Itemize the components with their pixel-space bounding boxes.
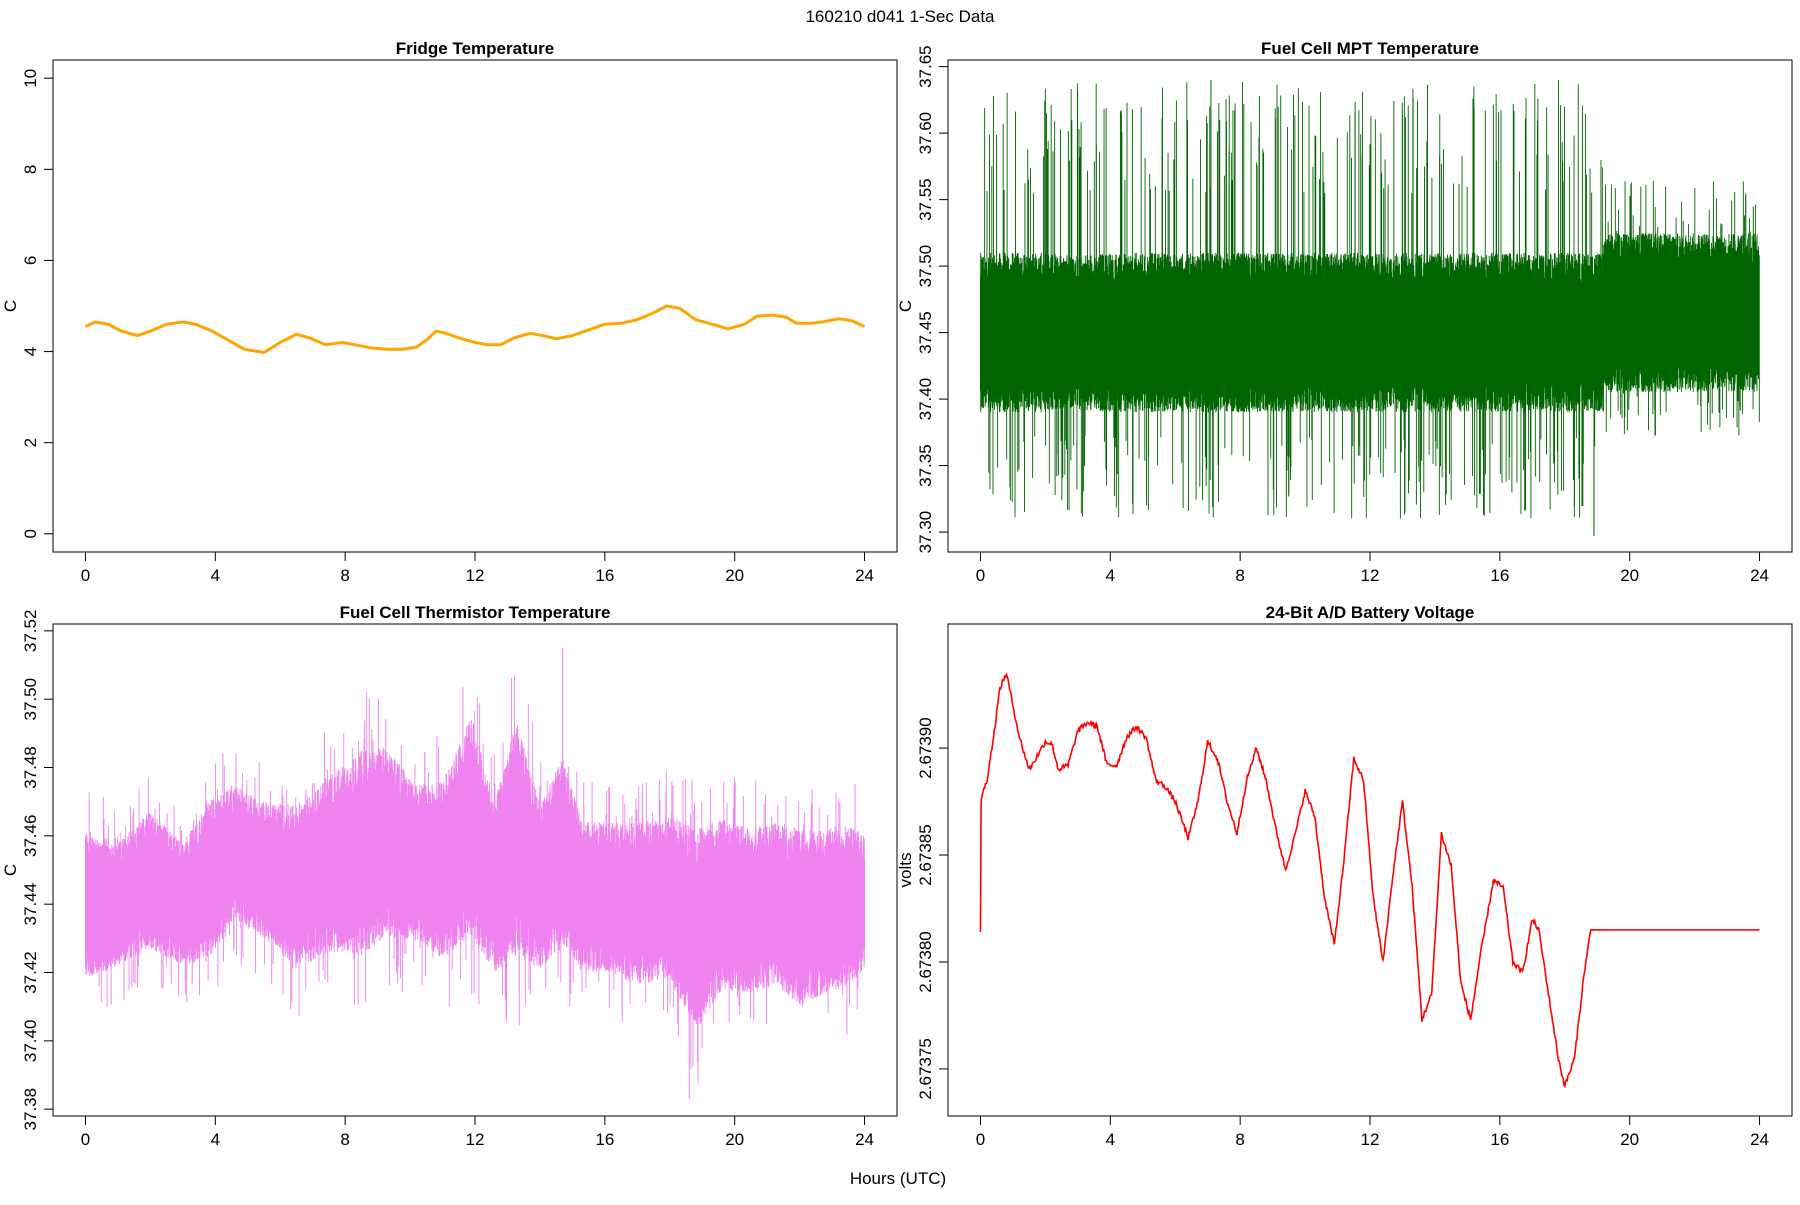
thermistor-ytick-label: 37.42 — [21, 951, 40, 994]
thermistor-title: Fuel Cell Thermistor Temperature — [340, 603, 611, 622]
thermistor-xtick-label: 8 — [340, 1130, 349, 1149]
battery-voltage-chart: 24-Bit A/D Battery Voltage 0 4 8 12 16 20 24 2.6… — [896, 603, 1793, 1149]
thermistor-xtick-label: 16 — [595, 1130, 614, 1149]
thermistor-xtick-label: 20 — [725, 1130, 744, 1149]
fridge-xtick-label: 8 — [340, 566, 349, 585]
battery-xtick-label: 4 — [1106, 1130, 1115, 1149]
fridge-xtick-label: 24 — [855, 566, 874, 585]
thermistor-series — [85, 647, 865, 1099]
mpt-ytick-label: 37.35 — [916, 444, 935, 487]
fuel-cell-thermistor-temperature-chart: Fuel Cell Thermistor Temperature 0 4 8 12 16 2… — [1, 603, 898, 1149]
fridge-ytick-label: 6 — [21, 256, 40, 265]
fridge-xtick-label: 0 — [81, 566, 90, 585]
battery-xtick-label: 24 — [1750, 1130, 1769, 1149]
mpt-ytick-label: 37.60 — [916, 112, 935, 155]
battery-ytick-label: 2.67380 — [916, 931, 935, 992]
mpt-xtick-label: 20 — [1620, 566, 1639, 585]
mpt-ylabel: C — [896, 300, 915, 312]
mpt-ytick-label: 37.50 — [916, 245, 935, 288]
thermistor-xtick-label: 4 — [211, 1130, 220, 1149]
battery-voltage-line — [979, 671, 1760, 1089]
battery-title: 24-Bit A/D Battery Voltage — [1266, 603, 1475, 622]
mpt-ytick-label: 37.65 — [916, 45, 935, 88]
mpt-band-segment-2 — [1603, 180, 1760, 437]
mpt-xtick-label: 16 — [1490, 566, 1509, 585]
battery-ytick-label: 2.67375 — [916, 1038, 935, 1099]
thermistor-ylabel: C — [1, 864, 20, 876]
battery-xtick-label: 0 — [976, 1130, 985, 1149]
fridge-ytick-label: 8 — [21, 165, 40, 174]
thermistor-ytick-label: 37.46 — [21, 815, 40, 858]
thermistor-ytick-label: 37.38 — [21, 1088, 40, 1131]
fridge-ytick-label: 4 — [21, 347, 40, 356]
mpt-series — [980, 79, 1760, 537]
mpt-xtick-label: 12 — [1361, 566, 1380, 585]
thermistor-ytick-label: 37.52 — [21, 610, 40, 653]
thermistor-xtick-label: 12 — [466, 1130, 485, 1149]
mpt-xtick-label: 24 — [1750, 566, 1769, 585]
fridge-ytick-label: 10 — [21, 69, 40, 88]
fridge-series — [84, 304, 866, 354]
battery-xtick-label: 12 — [1361, 1130, 1380, 1149]
mpt-ytick-label: 37.40 — [916, 378, 935, 421]
mpt-ytick-label: 37.30 — [916, 511, 935, 554]
fridge-ytick-label: 2 — [21, 438, 40, 447]
thermistor-xtick-label: 0 — [81, 1130, 90, 1149]
fridge-line — [84, 304, 866, 354]
figure-suptitle: 160210 d041 1-Sec Data — [805, 7, 995, 26]
fridge-xtick-label: 20 — [725, 566, 744, 585]
battery-xtick-label: 20 — [1620, 1130, 1639, 1149]
mpt-ytick-label: 37.45 — [916, 311, 935, 354]
battery-ylabel: volts — [896, 853, 915, 888]
mpt-xtick-label: 4 — [1106, 566, 1115, 585]
fridge-ylabel: C — [1, 300, 20, 312]
thermistor-xtick-label: 24 — [855, 1130, 874, 1149]
fridge-title: Fridge Temperature — [396, 39, 554, 58]
thermistor-band — [85, 675, 865, 1084]
mpt-xtick-label: 8 — [1235, 566, 1244, 585]
battery-series — [979, 671, 1760, 1089]
fridge-xtick-label: 4 — [211, 566, 220, 585]
battery-xtick-label: 8 — [1235, 1130, 1244, 1149]
mpt-xtick-label: 0 — [976, 566, 985, 585]
mpt-band-segment-1 — [980, 80, 1604, 519]
fuel-cell-mpt-temperature-chart: Fuel Cell MPT Temperature 0 4 8 12 16 20 24 37.3… — [896, 39, 1793, 585]
fridge-ytick-label: 0 — [21, 529, 40, 538]
thermistor-ytick-label: 37.40 — [21, 1020, 40, 1063]
battery-xtick-label: 16 — [1490, 1130, 1509, 1149]
figure-xlabel: Hours (UTC) — [850, 1169, 946, 1188]
fridge-xtick-label: 12 — [466, 566, 485, 585]
mpt-title: Fuel Cell MPT Temperature — [1261, 39, 1479, 58]
mpt-ytick-label: 37.55 — [916, 178, 935, 221]
fridge-xtick-label: 16 — [595, 566, 614, 585]
thermistor-ytick-label: 37.48 — [21, 746, 40, 789]
battery-ytick-label: 2.67385 — [916, 824, 935, 885]
thermistor-ytick-label: 37.50 — [21, 678, 40, 721]
thermistor-ytick-label: 37.44 — [21, 883, 40, 926]
battery-ytick-label: 2.67390 — [916, 717, 935, 778]
